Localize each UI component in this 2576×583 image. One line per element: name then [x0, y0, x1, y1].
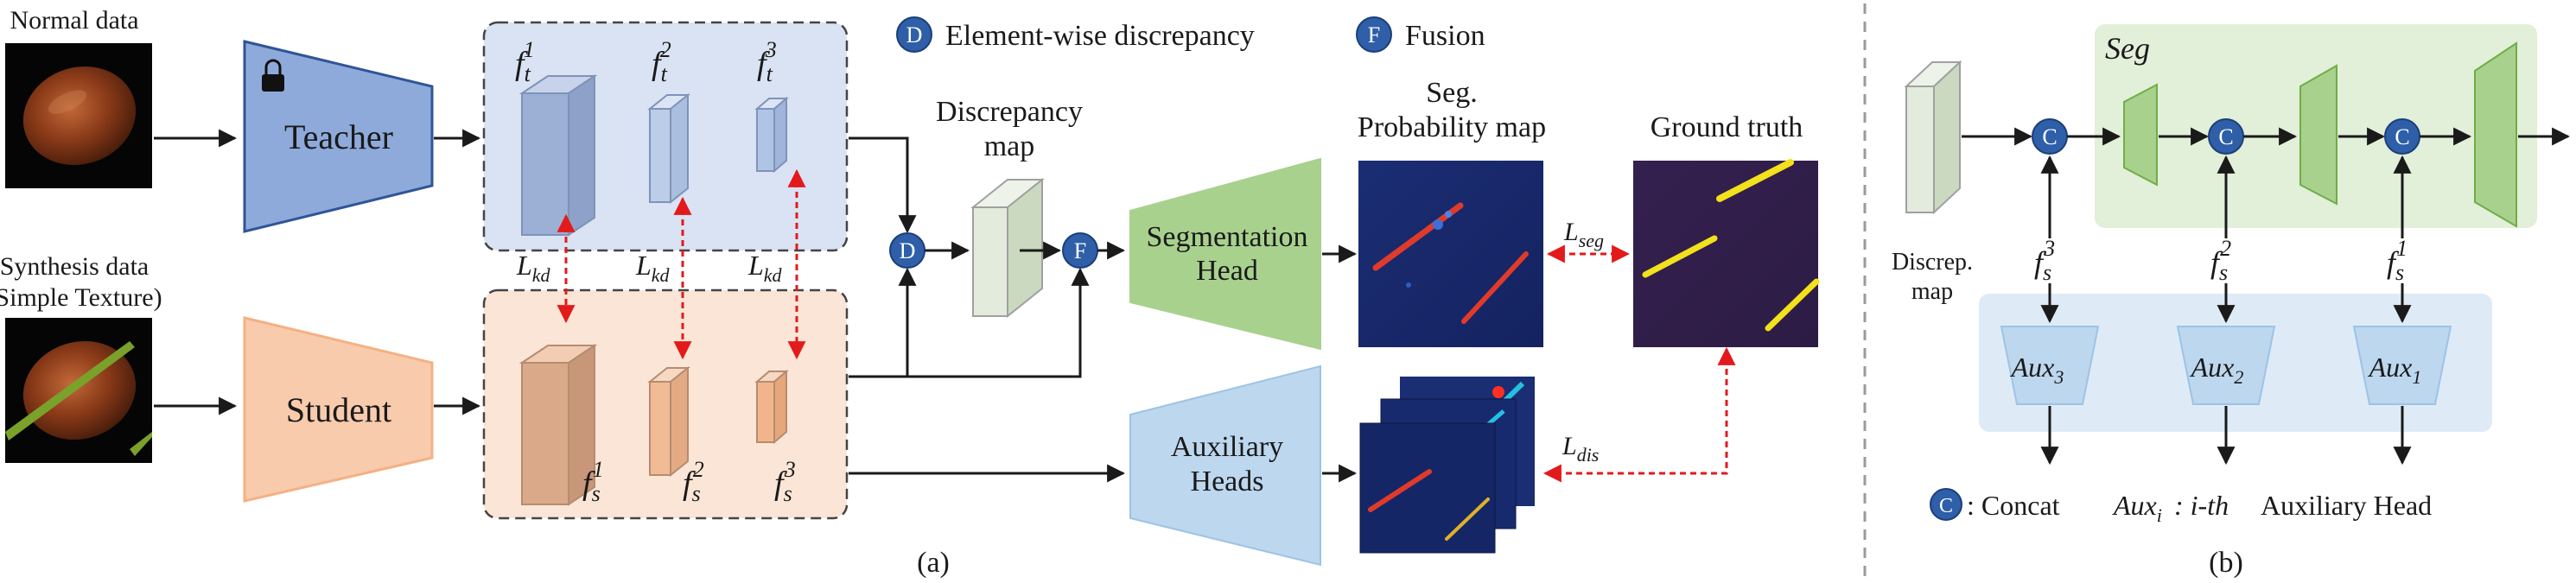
teacher-feature-2-label: ft2	[652, 37, 671, 86]
student-feature-2-label: fs2	[683, 457, 704, 506]
aux-head-1: Aux1	[2352, 326, 2452, 405]
concat-node-2-symbol: C	[2218, 124, 2233, 149]
concat-node-2: C	[2208, 118, 2244, 155]
teacher-feature-3-label: ft3	[757, 37, 777, 86]
teacher-feature-2	[647, 92, 690, 205]
arrow-student-to-discrepancy	[849, 267, 917, 378]
student-feature-2	[647, 365, 690, 478]
teacher-feature-3	[754, 96, 789, 174]
legend-d-symbol: D	[906, 22, 923, 48]
teacher-feature-1-label: ft1	[515, 37, 535, 86]
seg-decoder-block-1	[2123, 83, 2158, 187]
synthesis-data-label-2: (Simple Texture)	[0, 283, 162, 312]
auxiliary-heads: Auxiliary Heads	[1129, 364, 1321, 567]
teacher-feature-group: ft1 ft2 ft3	[482, 21, 849, 252]
segmentation-head-label-2: Head	[1196, 255, 1258, 287]
arrow-student-to-fusion	[907, 267, 1090, 378]
dis-loss-label: Ldis	[1562, 432, 1599, 466]
b-discrep-label-2: map	[1911, 278, 1953, 305]
concat-node-1-symbol: C	[2042, 124, 2057, 149]
aux-head-3: Aux3	[2000, 326, 2100, 405]
normal-data-label: Normal data	[10, 6, 138, 35]
kd-loss-label-3: Lkd	[747, 250, 783, 286]
fusion-node: F	[1062, 232, 1098, 269]
aux-head-2: Aux2	[2176, 326, 2276, 405]
student-label: Student	[286, 390, 391, 429]
normal-hazelnut-image	[5, 43, 152, 188]
fusion-node-symbol: F	[1074, 238, 1086, 263]
arrow-teacher-to-discrepancy	[849, 136, 917, 234]
caption-a: (a)	[917, 547, 950, 579]
discrepancy-map	[970, 177, 1045, 319]
legend-aux-symbol: Auxi	[2112, 490, 2162, 526]
caption-b: (b)	[2209, 547, 2243, 579]
dis-loss-arrow	[1542, 346, 1736, 483]
teacher-feature-1	[518, 74, 598, 237]
auxiliary-heads-label-2: Heads	[1191, 466, 1264, 497]
seg-loss-label: Lseg	[1563, 218, 1604, 251]
seg-probability-map	[1358, 161, 1543, 347]
concat-node-3-symbol: C	[2395, 124, 2409, 149]
discrepancy-map-title-1: Discrepancy	[936, 96, 1083, 128]
seg-prob-title-1: Seg.	[1426, 77, 1478, 109]
b-feature-label-3: fs3	[2034, 236, 2055, 285]
b-feature-label-1: fs1	[2387, 236, 2407, 285]
legend-aux-desc-1: : i-th	[2174, 490, 2229, 521]
legend-f-text: Fusion	[1405, 20, 1485, 52]
student-encoder: Student	[243, 316, 434, 503]
seg-decoder-block-2	[2299, 64, 2337, 206]
legend-concat-symbol: C	[1939, 495, 1953, 517]
kd-loss-arrows	[557, 168, 806, 360]
synthesis-hazelnut-image	[5, 318, 152, 463]
synthesis-data-label-1: Synthesis data	[0, 252, 149, 281]
teacher-encoder: Teacher	[243, 40, 434, 233]
student-feature-1	[518, 344, 598, 506]
seg-prob-title-2: Probability map	[1358, 111, 1546, 143]
discrepancy-node: D	[889, 232, 925, 269]
b-feature-label-2: fs2	[2210, 236, 2231, 285]
discrepancy-map-title-2: map	[984, 130, 1035, 162]
legend-fusion: F Fusion	[1356, 16, 1485, 53]
discrepancy-node-symbol: D	[900, 238, 916, 263]
student-feature-3-label: fs3	[774, 457, 796, 506]
legend-d-text: Element-wise discrepancy	[945, 20, 1255, 52]
kd-loss-label-1: Lkd	[516, 250, 551, 286]
b-discrepancy-map	[1904, 60, 1962, 215]
seg-decoder-block-3	[2474, 41, 2517, 228]
segmentation-head-label-1: Segmentation	[1147, 221, 1308, 253]
legend-discrepancy: D Element-wise discrepancy	[896, 16, 1255, 53]
auxiliary-heads-label-1: Auxiliary	[1171, 431, 1283, 463]
legend-concat: C : Concat	[1930, 488, 2060, 521]
student-feature-1-label: fs1	[582, 457, 604, 506]
concat-node-1: C	[2032, 118, 2068, 155]
ground-truth-title: Ground truth	[1651, 111, 1803, 143]
seg-block-title: Seg	[2105, 31, 2150, 66]
student-feature-group: fs1 fs2 fs3	[482, 288, 849, 520]
teacher-label: Teacher	[284, 117, 393, 156]
legend-aux-desc-2: Auxiliary Head	[2261, 490, 2432, 521]
legend-concat-text: : Concat	[1967, 490, 2060, 521]
student-feature-3	[754, 369, 789, 445]
b-discrep-label-1: Discrep.	[1892, 249, 1973, 276]
segmentation-head: Segmentation Head	[1129, 157, 1321, 351]
kd-loss-label-2: Lkd	[635, 250, 671, 286]
legend-f-symbol: F	[1368, 22, 1380, 48]
auxiliary-output-maps	[1359, 377, 1535, 554]
ground-truth-map	[1633, 159, 1820, 347]
lock-icon	[262, 59, 284, 92]
concat-node-3: C	[2384, 118, 2420, 155]
